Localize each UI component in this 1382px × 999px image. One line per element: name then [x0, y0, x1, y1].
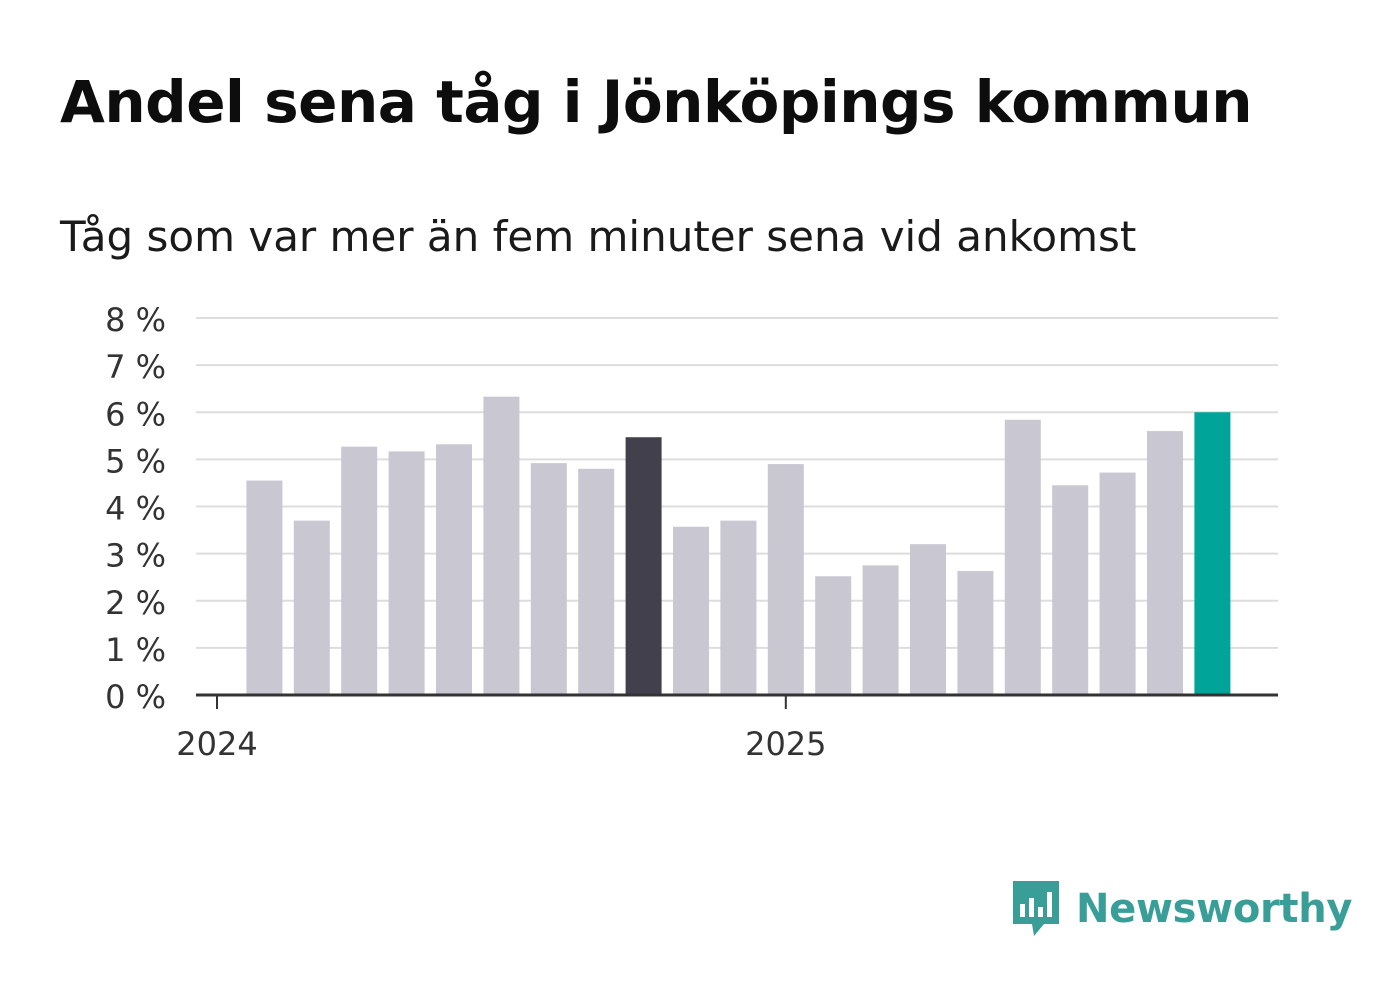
brand-logo: Newsworthy	[1010, 878, 1353, 940]
y-tick-label: 6 %	[105, 395, 166, 433]
y-tick-label: 2 %	[105, 584, 166, 622]
bar-2025-02	[815, 576, 852, 695]
chart-subtitle: Tåg som var mer än fem minuter sena vid …	[60, 212, 1137, 261]
chart-title: Andel sena tåg i Jönköpings kommun	[60, 68, 1253, 136]
y-tick-label: 3 %	[105, 537, 166, 575]
axis-layer: 0 % 1 % 2 % 3 % 4 % 5 % 6 % 7 % 8 % 2024 2025	[105, 301, 1278, 763]
bar-2024-09	[578, 468, 615, 695]
bars-layer	[246, 396, 1231, 695]
bar-2024-04	[341, 446, 378, 695]
bar-2024-07	[483, 396, 520, 695]
x-tick-label: 2025	[745, 725, 826, 763]
bar-2024-03	[293, 520, 330, 695]
bar-2025-05	[957, 571, 994, 695]
bar-2024-02	[246, 480, 283, 695]
bar-2025-07	[1052, 485, 1089, 695]
y-tick-label: 0 %	[105, 678, 166, 716]
y-tick-label: 8 %	[105, 301, 166, 339]
y-tick-label: 7 %	[105, 348, 166, 386]
bar-2025-04	[910, 544, 946, 695]
bar-2025-08	[1099, 472, 1136, 695]
bar-2024-11	[673, 526, 709, 695]
bar-2025-01	[767, 464, 804, 695]
bar-2024-12	[720, 520, 757, 695]
y-tick-label: 4 %	[105, 490, 166, 528]
bar-2025-06	[1004, 419, 1041, 695]
bar-2025-09	[1147, 431, 1183, 695]
bar-2024-05	[388, 451, 425, 695]
y-tick-label: 5 %	[105, 442, 166, 480]
bar-2024-06	[436, 444, 472, 695]
brand-name: Newsworthy	[1076, 886, 1353, 932]
bar-2025-03	[862, 565, 899, 695]
bar-2025-10	[1194, 412, 1231, 695]
newsworthy-logo-icon	[1013, 881, 1059, 936]
y-tick-label: 1 %	[105, 631, 166, 669]
bar-2024-10	[625, 437, 662, 695]
x-tick-label: 2024	[176, 725, 257, 763]
bar-2024-08	[530, 463, 567, 695]
